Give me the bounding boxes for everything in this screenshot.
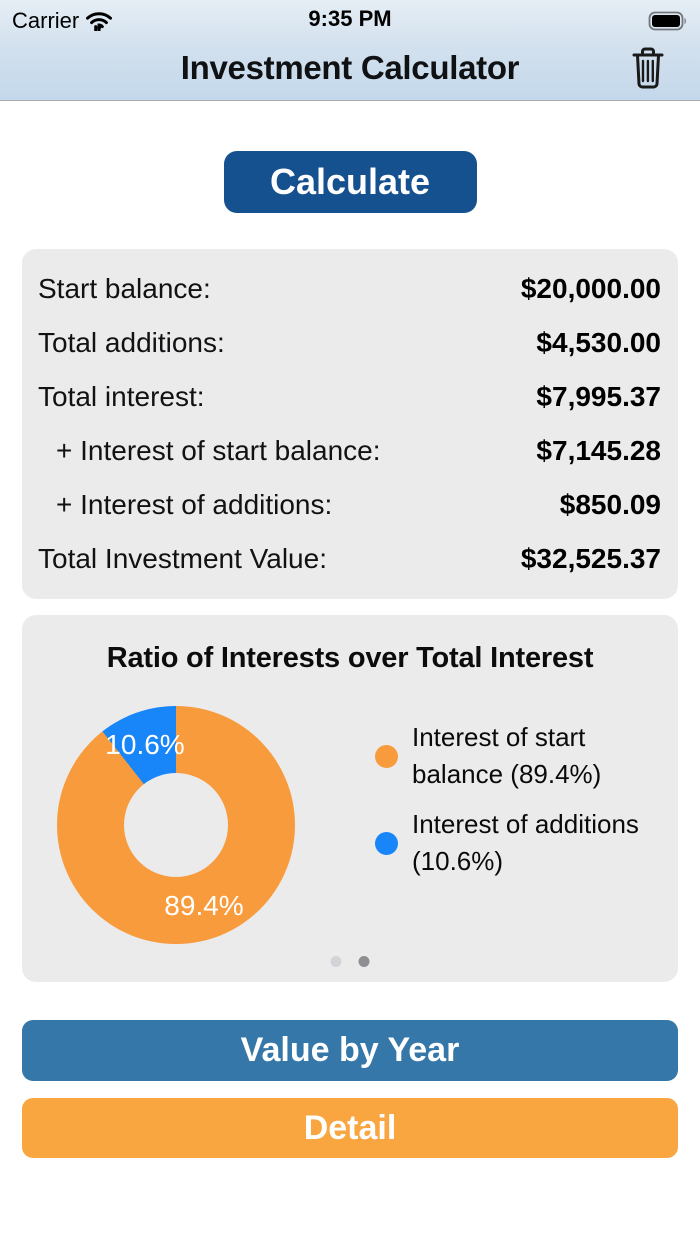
- result-row-total-investment-value: Total Investment Value: $32,525.37: [38, 532, 661, 586]
- result-label: + Interest of additions:: [56, 489, 333, 520]
- legend-dot-orange: [375, 744, 398, 768]
- result-label: Total additions:: [38, 327, 225, 358]
- page-dot-1[interactable]: [358, 956, 370, 967]
- result-row-start-balance: Start balance: $20,000.00: [38, 262, 661, 316]
- slice-label-start-balance: 89.4%: [164, 890, 244, 921]
- result-value: $850.09: [559, 489, 661, 520]
- legend-item-additions: Interest of additions (10.6%): [375, 806, 678, 880]
- legend-dot-blue: [375, 831, 398, 855]
- trash-button[interactable]: [628, 43, 668, 93]
- result-row-interest-additions: + Interest of additions: $850.09: [38, 478, 661, 532]
- status-bar: Carrier 9:35 PM: [0, 0, 700, 36]
- results-panel: Start balance: $20,000.00 Total addition…: [22, 249, 678, 599]
- page-dot-0[interactable]: [330, 956, 342, 967]
- legend-item-start-balance: Interest of start balance (89.4%): [375, 719, 678, 793]
- result-row-interest-start-balance: + Interest of start balance: $7,145.28: [38, 424, 661, 478]
- donut-hole: [124, 773, 228, 877]
- result-value: $7,145.28: [536, 435, 661, 466]
- calculate-button[interactable]: Calculate: [223, 151, 477, 213]
- trash-icon: [632, 47, 664, 89]
- result-label: Total interest:: [38, 381, 205, 412]
- detail-button[interactable]: Detail: [22, 1098, 678, 1158]
- result-value: $32,525.37: [520, 543, 661, 574]
- donut-chart: 10.6% 89.4%: [57, 706, 295, 944]
- status-left: Carrier: [12, 8, 113, 34]
- chart-legend: Interest of start balance (89.4%) Intere…: [375, 719, 678, 880]
- battery-icon: [648, 11, 686, 31]
- page-title: Investment Calculator: [180, 49, 520, 86]
- chart-title: Ratio of Interests over Total Interest: [106, 642, 594, 674]
- nav-bar: Investment Calculator: [0, 36, 700, 100]
- legend-text: Interest of additions (10.6%): [412, 809, 639, 876]
- result-value: $4,530.00: [536, 327, 661, 358]
- slice-label-additions: 10.6%: [105, 729, 185, 760]
- carrier-label: Carrier: [12, 8, 80, 33]
- result-label: Total Investment Value:: [38, 543, 327, 574]
- result-value: $20,000.00: [520, 273, 661, 304]
- result-row-total-interest: Total interest: $7,995.37: [38, 370, 661, 424]
- value-by-year-button[interactable]: Value by Year: [22, 1020, 678, 1081]
- result-value: $7,995.37: [536, 381, 661, 412]
- result-row-total-additions: Total additions: $4,530.00: [38, 316, 661, 370]
- wifi-icon: [86, 12, 113, 31]
- legend-text: Interest of start balance (89.4%): [412, 722, 602, 789]
- header: Carrier 9:35 PM Investment Calculator: [0, 0, 700, 101]
- chart-panel: Ratio of Interests over Total Interest 1…: [22, 615, 678, 982]
- result-label: + Interest of start balance:: [56, 435, 381, 466]
- result-label: Start balance:: [38, 273, 211, 304]
- page-control[interactable]: [330, 956, 370, 967]
- status-right: [648, 11, 688, 31]
